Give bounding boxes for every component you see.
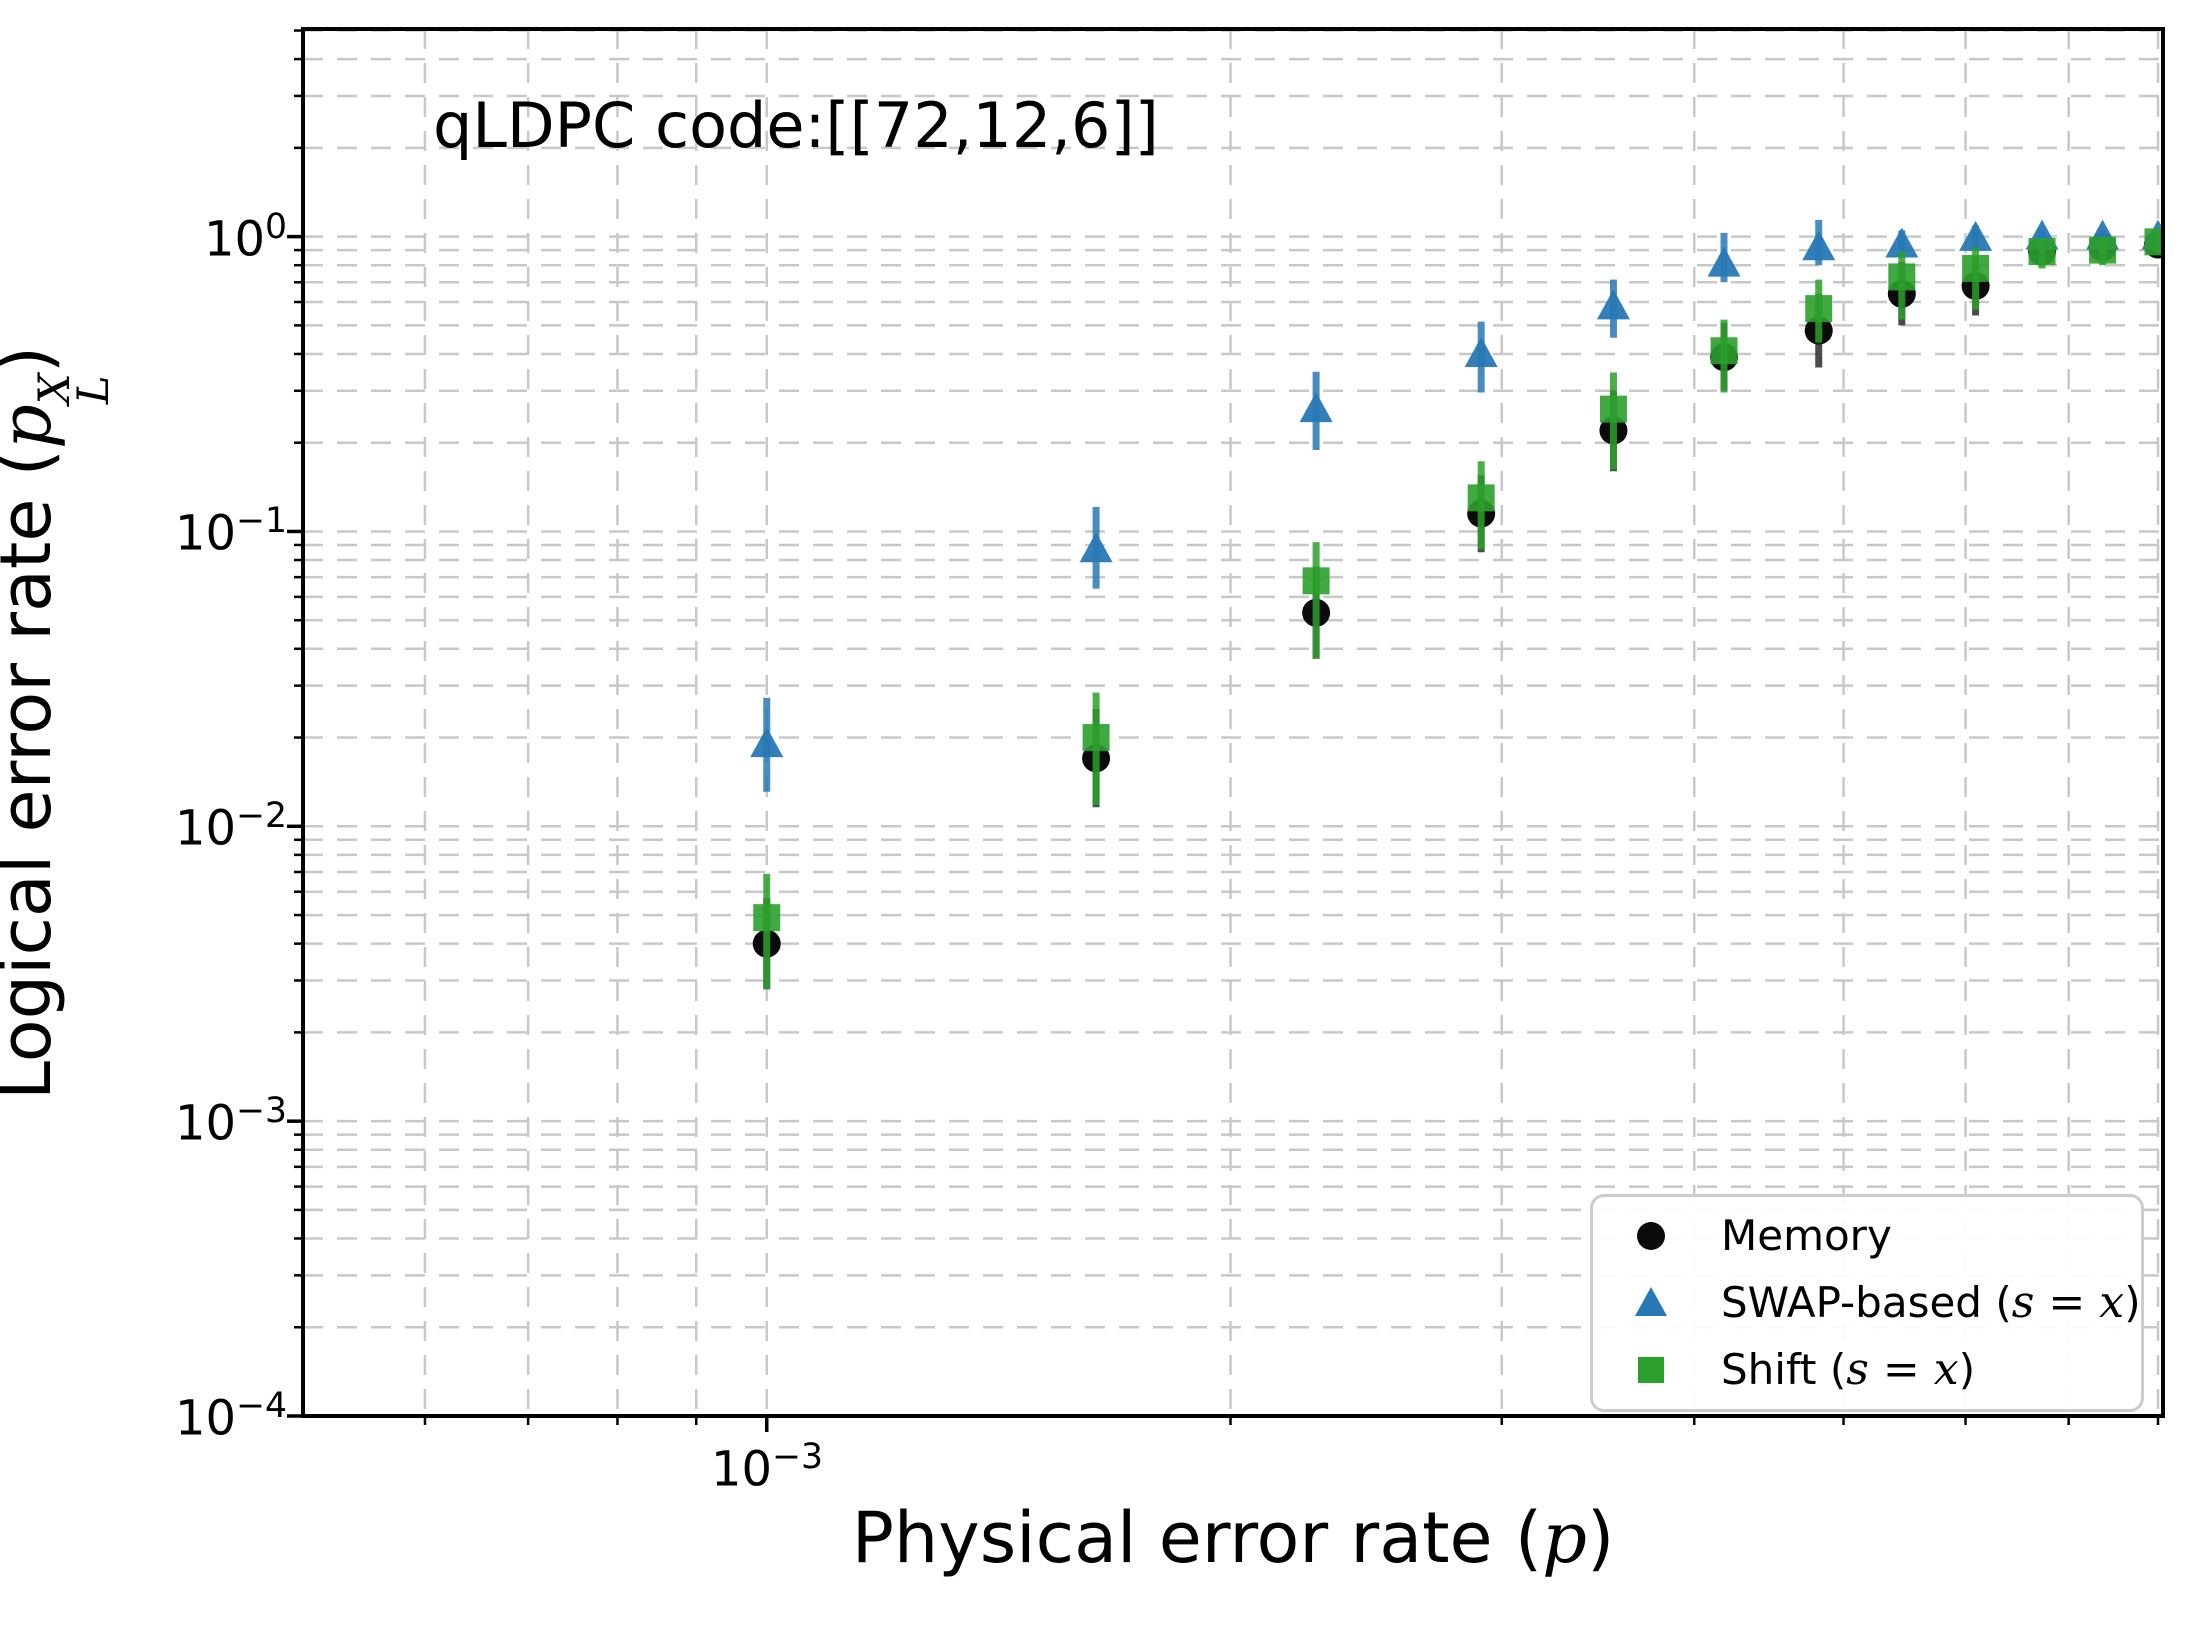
y-axis-label: Logical error rate (pXL) <box>0 93 119 1353</box>
y-axis-label-math: p <box>0 404 67 449</box>
legend: Memory SWAP-based (s = x) Shift (s = x) <box>1590 1194 2144 1412</box>
x-axis-label: Physical error rate (p) <box>733 1501 1733 1576</box>
data-point-square <box>1599 395 1627 423</box>
y-tick-label: 10−1 <box>174 501 287 562</box>
series-swap-based <box>750 219 2163 792</box>
y-tick-label: 10−2 <box>174 796 287 857</box>
data-point-square <box>2089 236 2117 264</box>
y-axis-label-post: ) <box>0 346 67 373</box>
legend-item-label: SWAP-based (s = x) <box>1721 1276 2141 1328</box>
axes-spines <box>301 27 2165 1418</box>
legend-marker-square-icon <box>1638 1356 1664 1383</box>
legend-item-label: Memory <box>1721 1211 1892 1261</box>
legend-item: Shift (s = x) <box>1593 1338 2141 1402</box>
y-tick-label: 10−3 <box>174 1091 287 1152</box>
series-memory <box>752 230 2163 990</box>
annotation-code-label: qLDPC code:[[72,12,6]] <box>433 89 1159 162</box>
legend-marker-triangle-icon <box>1635 1286 1667 1316</box>
y-tick-label: 100 <box>203 207 287 268</box>
series-shift <box>753 228 2163 990</box>
data-point-triangle <box>1464 336 1498 367</box>
data-point-square <box>1710 337 1738 365</box>
data-point-square <box>1888 263 1916 291</box>
data-point-square <box>1467 484 1495 512</box>
annotation-text: qLDPC code:[[72,12,6]] <box>433 89 1159 162</box>
y-tick-label: 10−4 <box>174 1386 287 1447</box>
data-point-square <box>1805 295 1833 323</box>
legend-item-label: Shift (s = x) <box>1721 1343 1976 1395</box>
data-point-triangle <box>1079 532 1113 563</box>
x-tick-label: 10−3 <box>710 1437 823 1498</box>
y-axis-label-pre: Logical error rate ( <box>0 449 67 1101</box>
legend-item: SWAP-based (s = x) <box>1593 1271 2141 1335</box>
tick-marks <box>287 29 2160 1432</box>
plot-data <box>750 219 2163 990</box>
data-point-square <box>1082 724 1110 752</box>
x-axis-label-pre: Physical error rate ( <box>851 1497 1543 1579</box>
legend-marker-circle-icon <box>1637 1222 1665 1251</box>
data-point-triangle <box>1596 289 1630 320</box>
data-point-square <box>1302 567 1330 595</box>
y-axis-label-sub: L <box>69 375 120 405</box>
data-point-triangle <box>1802 230 1836 261</box>
data-point-triangle <box>1885 227 1919 258</box>
x-axis-label-math: p <box>1542 1497 1587 1579</box>
x-axis-label-post: ) <box>1586 1497 1615 1579</box>
data-point-square <box>753 904 781 932</box>
data-point-triangle <box>1959 220 1993 251</box>
grid <box>303 29 2163 1416</box>
data-point-square <box>2028 238 2056 266</box>
data-point-square <box>1962 254 1990 282</box>
legend-item: Memory <box>1593 1204 2141 1268</box>
data-point-square <box>2144 228 2163 256</box>
data-point-triangle <box>1299 392 1333 423</box>
data-point-triangle <box>750 727 784 758</box>
y-axis-label-inner: Logical error rate (pXL) <box>0 346 120 1101</box>
data-point-triangle <box>1707 246 1741 277</box>
